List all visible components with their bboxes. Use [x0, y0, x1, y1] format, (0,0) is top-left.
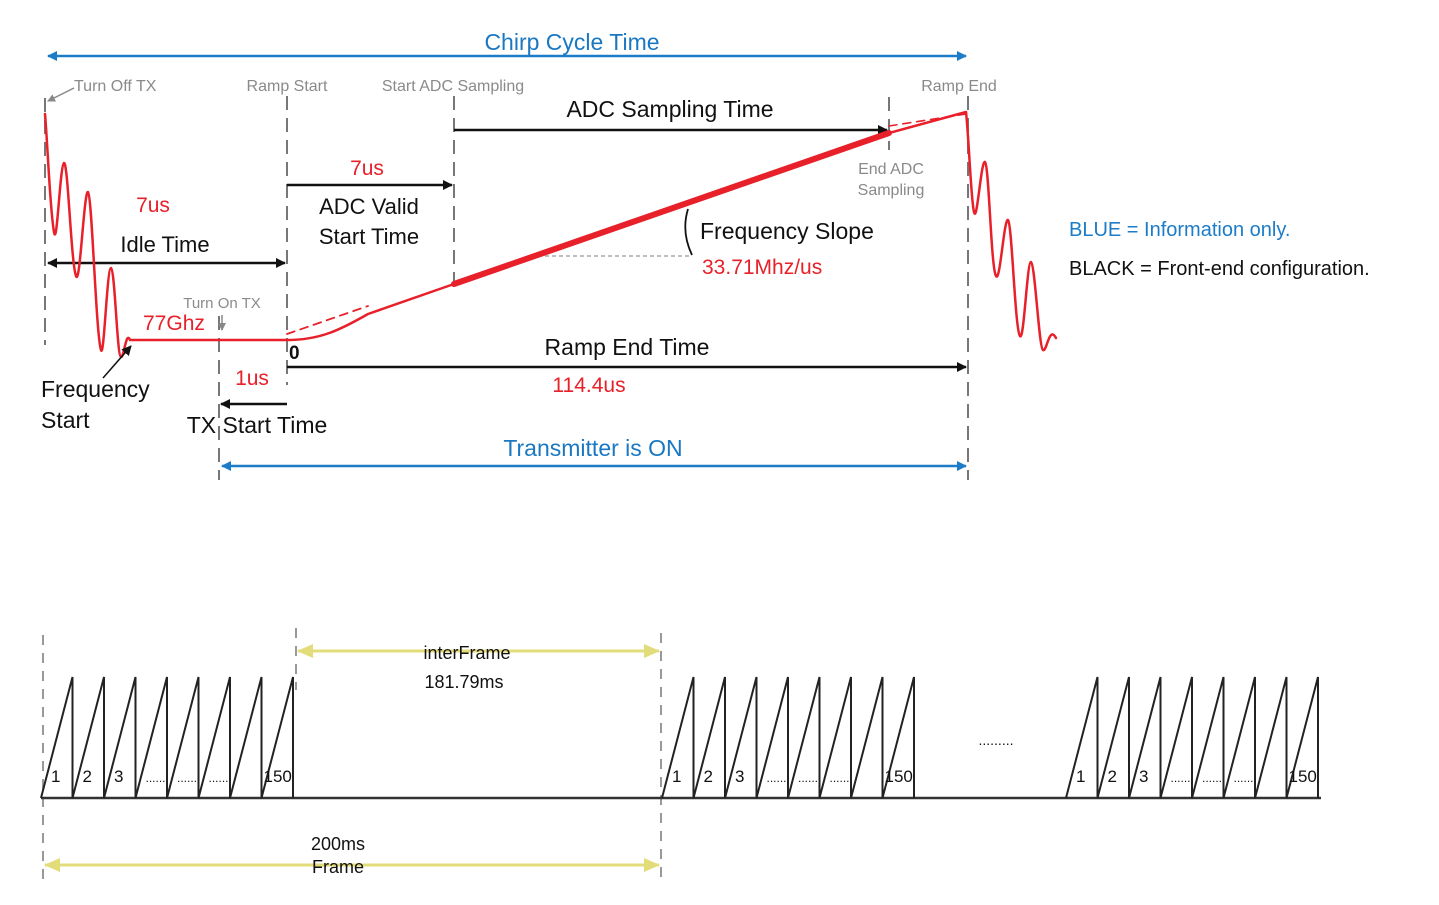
chirp-index-label: ...... — [177, 771, 197, 785]
frame-duration-value: 200ms — [311, 834, 365, 854]
adc-valid-label-line2: Start Time — [319, 224, 419, 249]
adc-valid-label-line1: ADC Valid — [319, 194, 419, 219]
chirp-index-label: 1 — [1076, 767, 1085, 786]
ramp-end-time-value: 114.4us — [552, 374, 625, 397]
chirp-index-label: 150 — [264, 767, 292, 786]
ramp-end-time-label: Ramp End Time — [545, 334, 710, 360]
chirp-sawtooth-3 — [1065, 676, 1319, 799]
chirp-index-label: ...... — [1234, 771, 1254, 785]
chirp-index-label: 1 — [672, 767, 681, 786]
chirp-index-label: ...... — [1171, 771, 1191, 785]
transmitter-on-label: Transmitter is ON — [503, 435, 682, 461]
frequency-start-label-line2: Start — [41, 407, 90, 433]
turn-on-tx-label: Turn On TX — [183, 295, 261, 312]
ramp-start-label: Ramp Start — [247, 78, 328, 95]
chirp-waveform — [43, 110, 1058, 359]
dashed-guides — [44, 96, 969, 480]
idle-time-value: 7us — [136, 194, 170, 217]
tx-start-time-label: TX Start Time — [187, 412, 328, 438]
legend-black: BLACK = Front-end configuration. — [1069, 258, 1370, 280]
end-adc-label-line1: End ADC — [858, 161, 924, 178]
frequency-slope-value: 33.71Mhz/us — [702, 256, 822, 279]
chirp-index-label: 2 — [1108, 767, 1117, 786]
chirp-index-label: ...... — [767, 771, 787, 785]
chirp-index-label: ...... — [209, 771, 229, 785]
chirp-index-label: ...... — [830, 771, 850, 785]
chirp-sawtooth-2 — [661, 676, 915, 799]
tx-start-value: 1us — [235, 367, 269, 390]
interframe-label: interFrame — [423, 643, 510, 663]
start-adc-sampling-label: Start ADC Sampling — [382, 78, 524, 95]
frequency-start-label-line1: Frequency — [41, 376, 150, 402]
chirp-index-label: 1 — [51, 767, 60, 786]
adc-valid-value: 7us — [350, 157, 384, 180]
chirp-sawtooth-groups: 1 2 3.................. 150 1 2 3.............… — [40, 676, 1319, 799]
chirp-index-label: 2 — [704, 767, 713, 786]
zero-label: 0 — [289, 343, 300, 364]
idle-time-label: Idle Time — [120, 232, 209, 257]
chirp-cycle-label: Chirp Cycle Time — [484, 29, 659, 55]
chirp-index-label: ...... — [146, 771, 166, 785]
chirp-index-label: ...... — [1202, 771, 1222, 785]
chirp-index-label: ...... — [798, 771, 818, 785]
slope-angle-arc — [684, 208, 693, 256]
chirp-index-label: 150 — [1289, 767, 1317, 786]
adc-sampling-time-label: ADC Sampling Time — [566, 96, 773, 122]
chirp-index-label: 3 — [1139, 767, 1148, 786]
frame-label: Frame — [312, 857, 364, 877]
chirp-index-label: 3 — [735, 767, 744, 786]
ramp-end-label: Ramp End — [921, 78, 997, 95]
chirp-sawtooth-1 — [40, 676, 294, 799]
turn-off-tx-label: Turn Off TX — [74, 78, 157, 95]
chirp-index-label: 150 — [885, 767, 913, 786]
legend-blue: BLUE = Information only. — [1069, 219, 1290, 241]
chirp-index-label: 2 — [83, 767, 92, 786]
frequency-start-pointer — [102, 345, 132, 379]
start-frequency-value: 77Ghz — [143, 312, 205, 335]
ellipsis-dots: ......... — [978, 732, 1013, 748]
frame-dashed-guides — [42, 628, 662, 880]
turn-off-tx-pointer — [47, 87, 75, 102]
interframe-value: 181.79ms — [424, 672, 503, 692]
chirp-index-label: 3 — [114, 767, 123, 786]
end-adc-label-line2: Sampling — [858, 182, 925, 199]
frequency-slope-label: Frequency Slope — [700, 218, 874, 244]
